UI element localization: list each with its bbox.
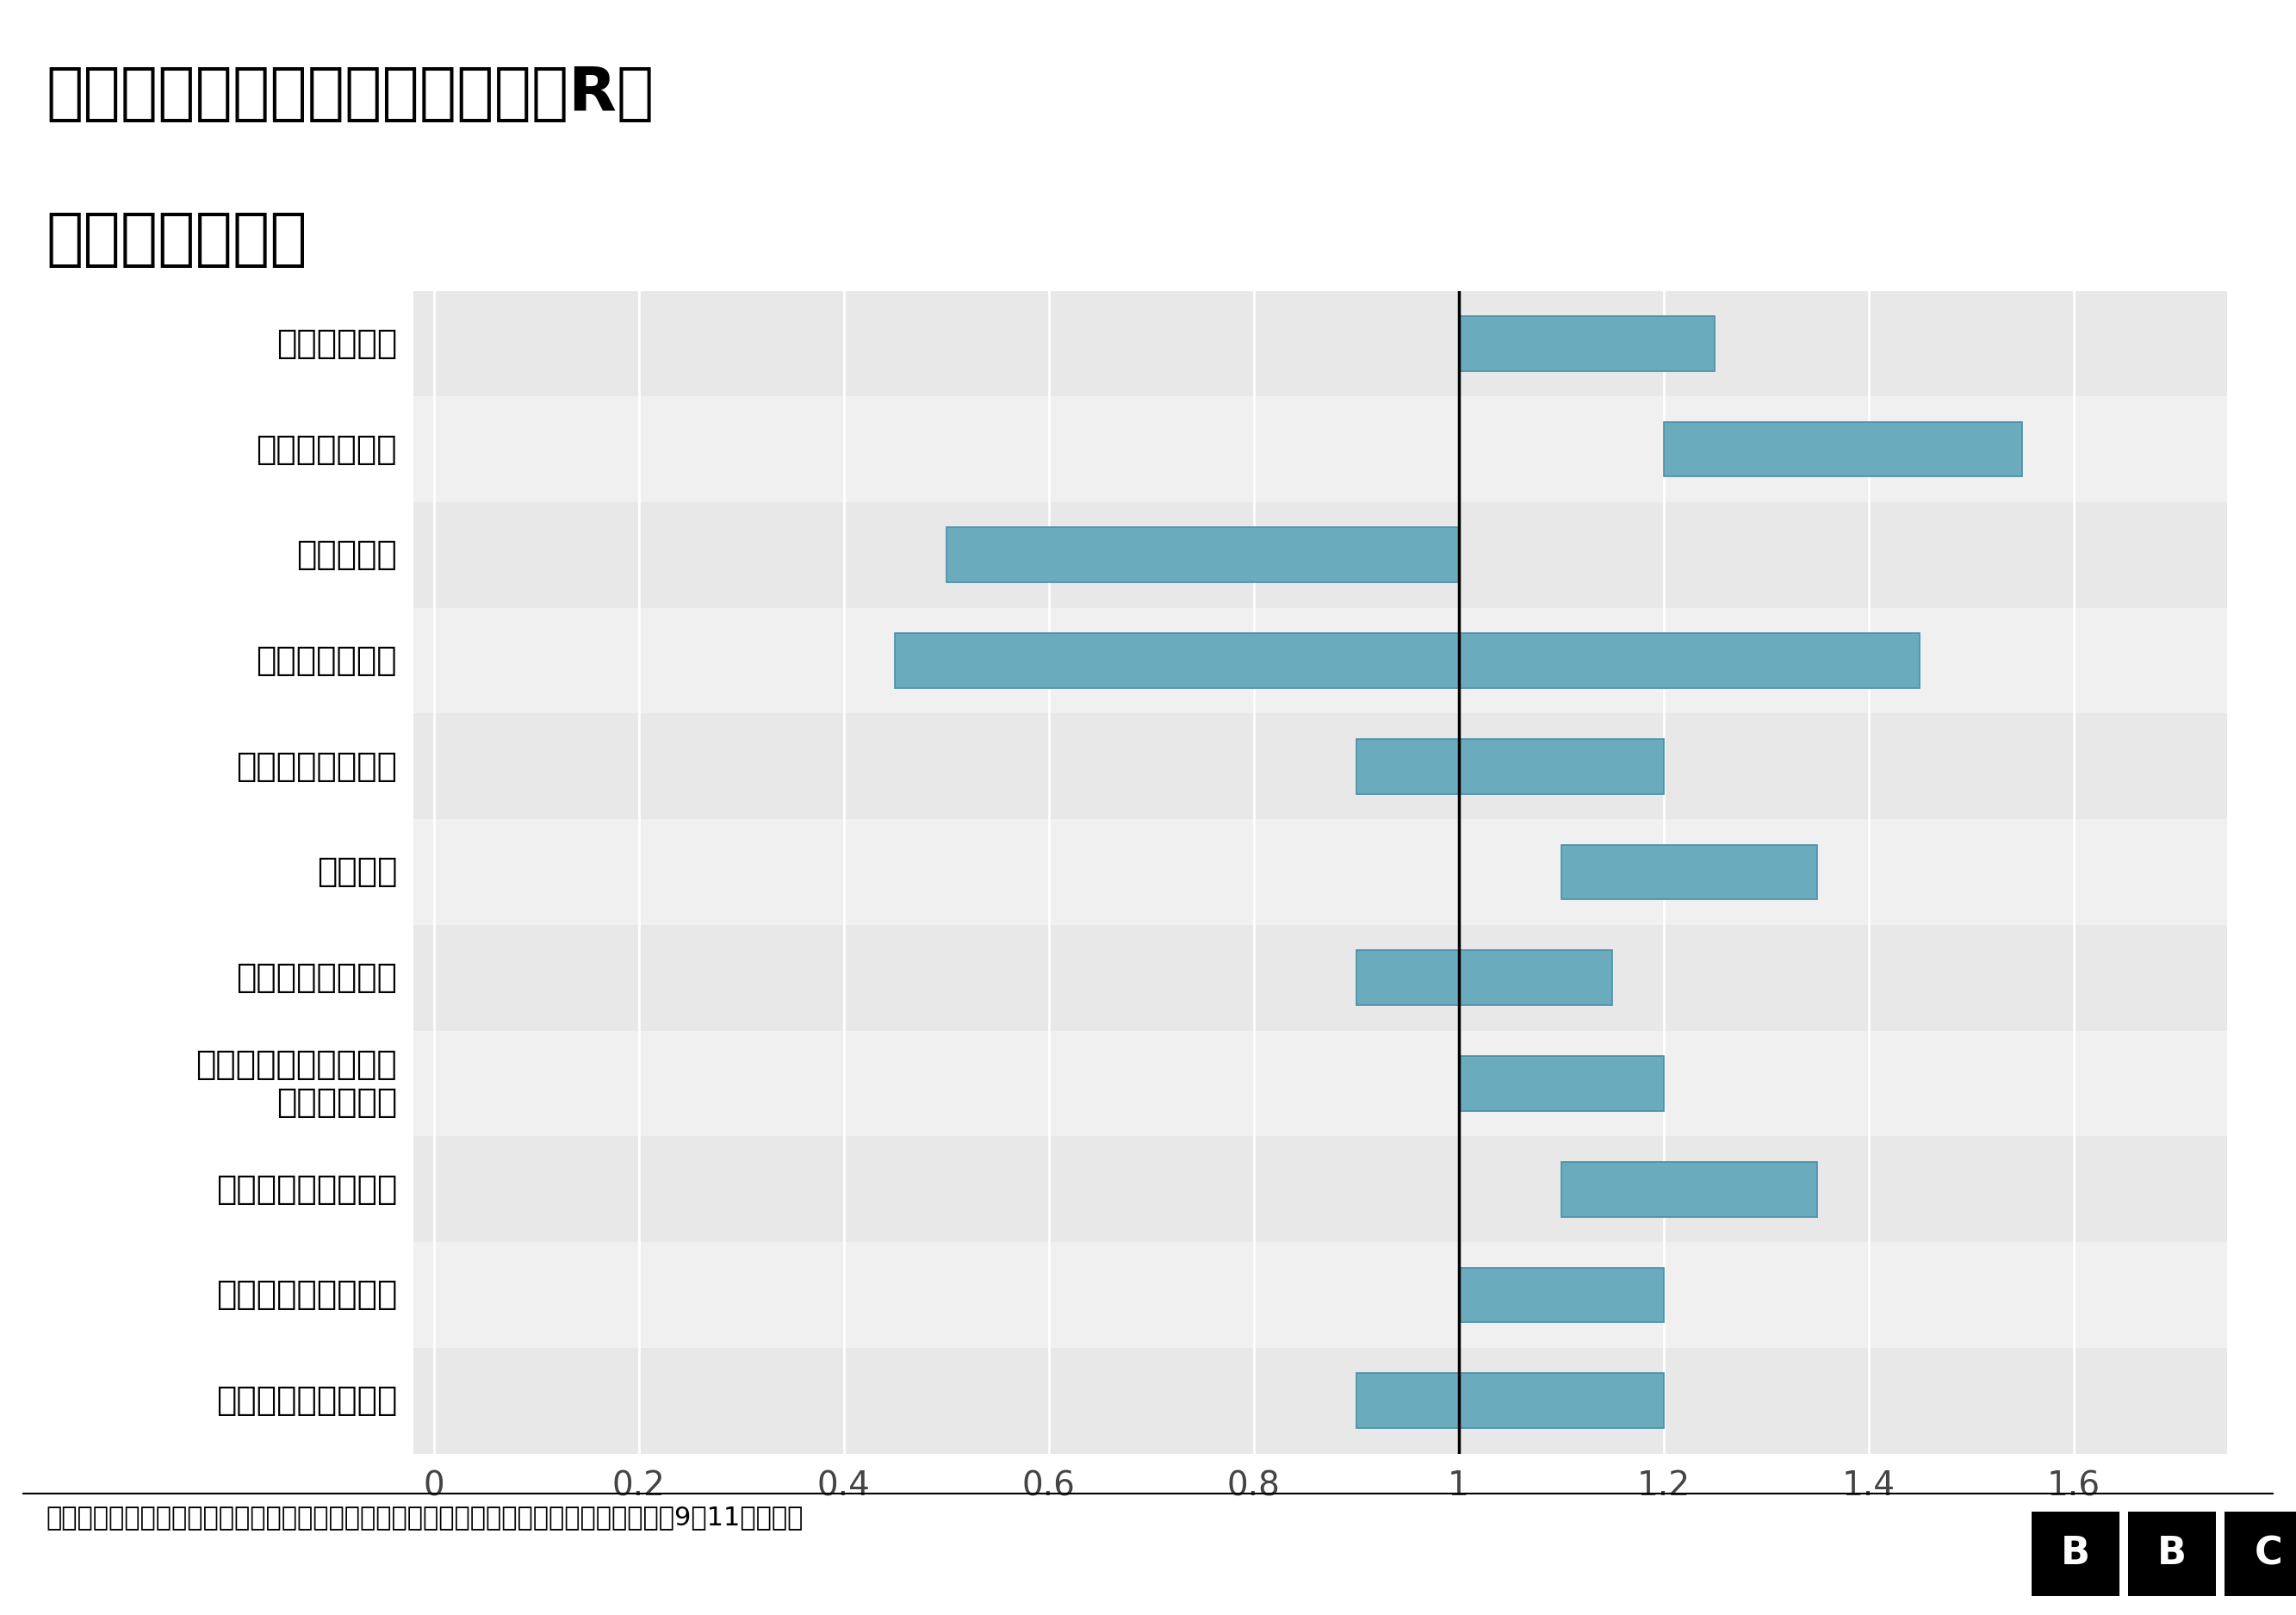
Text: B: B bbox=[2158, 1536, 2186, 1571]
Bar bbox=[413, 291, 2227, 396]
Bar bbox=[1665, 422, 2023, 476]
Bar bbox=[1357, 740, 1665, 795]
Bar bbox=[1458, 1056, 1665, 1111]
Text: C: C bbox=[2255, 1536, 2282, 1571]
Bar bbox=[413, 1242, 2227, 1349]
Bar bbox=[1357, 950, 1612, 1005]
Bar bbox=[1458, 1268, 1665, 1323]
Bar bbox=[1561, 1161, 1816, 1216]
Text: イギリス各地の実効再生産数「R」: イギリス各地の実効再生産数「R」 bbox=[46, 65, 654, 124]
Bar bbox=[413, 1349, 2227, 1454]
Bar bbox=[895, 633, 1919, 688]
Bar bbox=[413, 1137, 2227, 1242]
Text: （出典：英保健省、スコットランド自治政府、北アイルランド保健省、ウェールズ政府　9月11日現在）: （出典：英保健省、スコットランド自治政府、北アイルランド保健省、ウェールズ政府 … bbox=[46, 1505, 804, 1529]
Bar bbox=[413, 607, 2227, 714]
Bar bbox=[1357, 1373, 1665, 1428]
Bar bbox=[413, 396, 2227, 502]
Bar bbox=[413, 1030, 2227, 1137]
Text: B: B bbox=[2062, 1536, 2089, 1571]
Bar bbox=[413, 819, 2227, 925]
Bar bbox=[1561, 845, 1816, 900]
Bar bbox=[413, 925, 2227, 1030]
Bar bbox=[413, 502, 2227, 607]
Text: （推定値の幅）: （推定値の幅） bbox=[46, 210, 308, 270]
Bar bbox=[946, 528, 1458, 583]
Bar bbox=[413, 714, 2227, 819]
Bar bbox=[1458, 317, 1715, 371]
